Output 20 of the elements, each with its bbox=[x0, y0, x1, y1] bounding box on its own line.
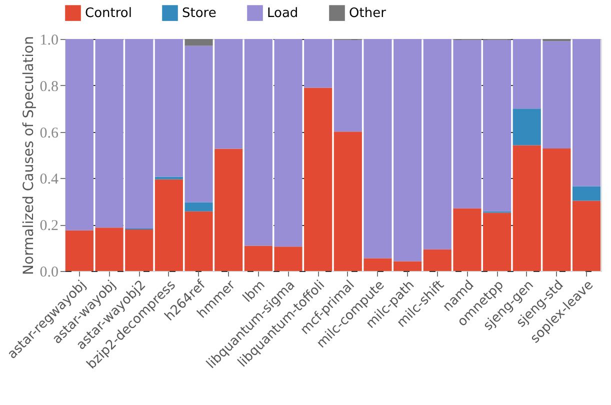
bar bbox=[65, 39, 94, 230]
legend-label: Store bbox=[182, 6, 216, 22]
bar bbox=[512, 108, 541, 146]
bar bbox=[65, 230, 94, 271]
bar bbox=[154, 176, 183, 180]
bar bbox=[572, 39, 601, 186]
y-tick-label: 0.0 bbox=[40, 264, 58, 280]
bar bbox=[572, 186, 601, 201]
y-axis-title: Normalized Causes of Speculation bbox=[20, 36, 37, 275]
y-tick-label: 0.8 bbox=[40, 78, 58, 95]
y-tick-label: 1.0 bbox=[40, 32, 58, 48]
y-tick-label: 0.2 bbox=[40, 218, 58, 234]
legend-label: Load bbox=[267, 6, 298, 22]
legend-label: Control bbox=[85, 6, 132, 22]
legend-label: Other bbox=[349, 6, 387, 22]
bar bbox=[572, 200, 601, 271]
y-tick-label: 0.6 bbox=[40, 125, 59, 142]
bar bbox=[184, 202, 213, 212]
bar bbox=[184, 39, 213, 46]
y-tick-label: 0.4 bbox=[40, 172, 59, 188]
